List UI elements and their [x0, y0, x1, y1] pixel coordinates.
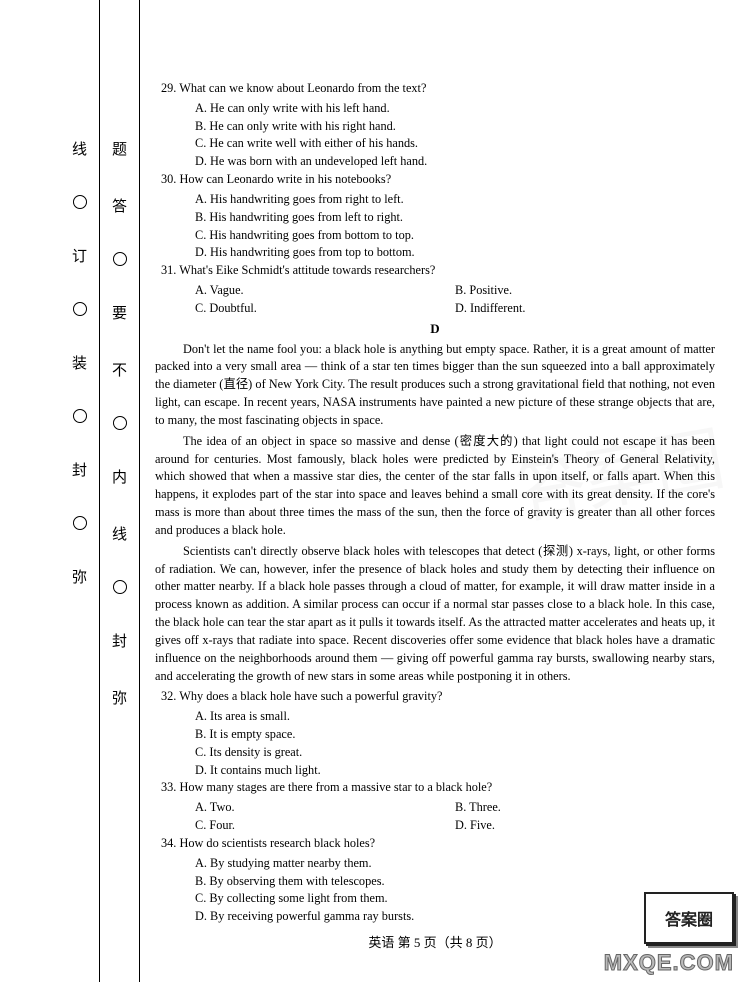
question-32-option: A. Its area is small. [155, 708, 715, 726]
answer-stamp: 答案圈 [644, 892, 734, 944]
binding-circle [73, 302, 87, 316]
question-31-option: D. Indifferent. [455, 300, 525, 318]
question-33-option: C. Four. [195, 817, 455, 835]
binding-char: 题 [112, 138, 127, 159]
binding-margin-left: 线 订 装 封 弥 [60, 0, 100, 982]
binding-char: 线 [72, 138, 87, 159]
question-31-option: B. Positive. [455, 282, 512, 300]
passage-text: Don't let the name fool you: a black hol… [155, 342, 715, 427]
question-33-option: D. Five. [455, 817, 495, 835]
section-letter-d: D [155, 320, 715, 339]
binding-char: 封 [72, 459, 87, 480]
passage-paragraph-2: The idea of an object in space so massiv… [155, 433, 715, 540]
question-31-option: C. Doubtful. [195, 300, 455, 318]
binding-circle [73, 195, 87, 209]
question-31-stem: 31. What's Eike Schmidt's attitude towar… [155, 262, 715, 280]
question-30-option: A. His handwriting goes from right to le… [155, 191, 715, 209]
passage-paragraph-1: Don't let the name fool you: a black hol… [155, 341, 715, 430]
binding-char: 订 [72, 245, 87, 266]
question-30-option: C. His handwriting goes from bottom to t… [155, 227, 715, 245]
question-30-option: D. His handwriting goes from top to bott… [155, 244, 715, 262]
question-32-option: D. It contains much light. [155, 762, 715, 780]
question-30-stem: 30. How can Leonardo write in his notebo… [155, 171, 715, 189]
binding-char: 要 [112, 302, 127, 323]
question-33-stem: 33. How many stages are there from a mas… [155, 779, 715, 797]
question-34-option: A. By studying matter nearby them. [155, 855, 715, 873]
binding-char: 弥 [112, 687, 127, 708]
question-34-option: D. By receiving powerful gamma ray burst… [155, 908, 715, 926]
binding-circle [113, 252, 127, 266]
binding-char: 答 [112, 195, 127, 216]
question-29-option: C. He can write well with either of his … [155, 135, 715, 153]
question-30-option: B. His handwriting goes from left to rig… [155, 209, 715, 227]
binding-char: 不 [112, 359, 127, 380]
source-url-watermark: MXQE.COM [604, 950, 734, 976]
question-32-option: B. It is empty space. [155, 726, 715, 744]
question-29-option: D. He was born with an undeveloped left … [155, 153, 715, 171]
binding-circle [113, 416, 127, 430]
question-31-option: A. Vague. [195, 282, 455, 300]
page-content: 29. What can we know about Leonardo from… [155, 80, 715, 953]
question-32-option: C. Its density is great. [155, 744, 715, 762]
question-29-stem: 29. What can we know about Leonardo from… [155, 80, 715, 98]
question-29-option: B. He can only write with his right hand… [155, 118, 715, 136]
question-34-option: C. By collecting some light from them. [155, 890, 715, 908]
passage-text: The idea of an object in space so massiv… [155, 434, 715, 537]
binding-char: 内 [112, 466, 127, 487]
binding-circle [73, 409, 87, 423]
binding-char: 线 [112, 523, 127, 544]
passage-paragraph-3: Scientists can't directly observe black … [155, 543, 715, 686]
question-33-option: A. Two. [195, 799, 455, 817]
question-32-stem: 32. Why does a black hole have such a po… [155, 688, 715, 706]
question-34-stem: 34. How do scientists research black hol… [155, 835, 715, 853]
question-29-option: A. He can only write with his left hand. [155, 100, 715, 118]
passage-text: Scientists can't directly observe black … [155, 544, 715, 683]
binding-char: 封 [112, 630, 127, 651]
binding-char: 装 [72, 352, 87, 373]
binding-circle [113, 580, 127, 594]
binding-circle [73, 516, 87, 530]
question-34-option: B. By observing them with telescopes. [155, 873, 715, 891]
binding-margin-right: 题 答 要 不 内 线 封 弥 [100, 0, 140, 982]
binding-char: 弥 [72, 566, 87, 587]
question-33-option: B. Three. [455, 799, 501, 817]
